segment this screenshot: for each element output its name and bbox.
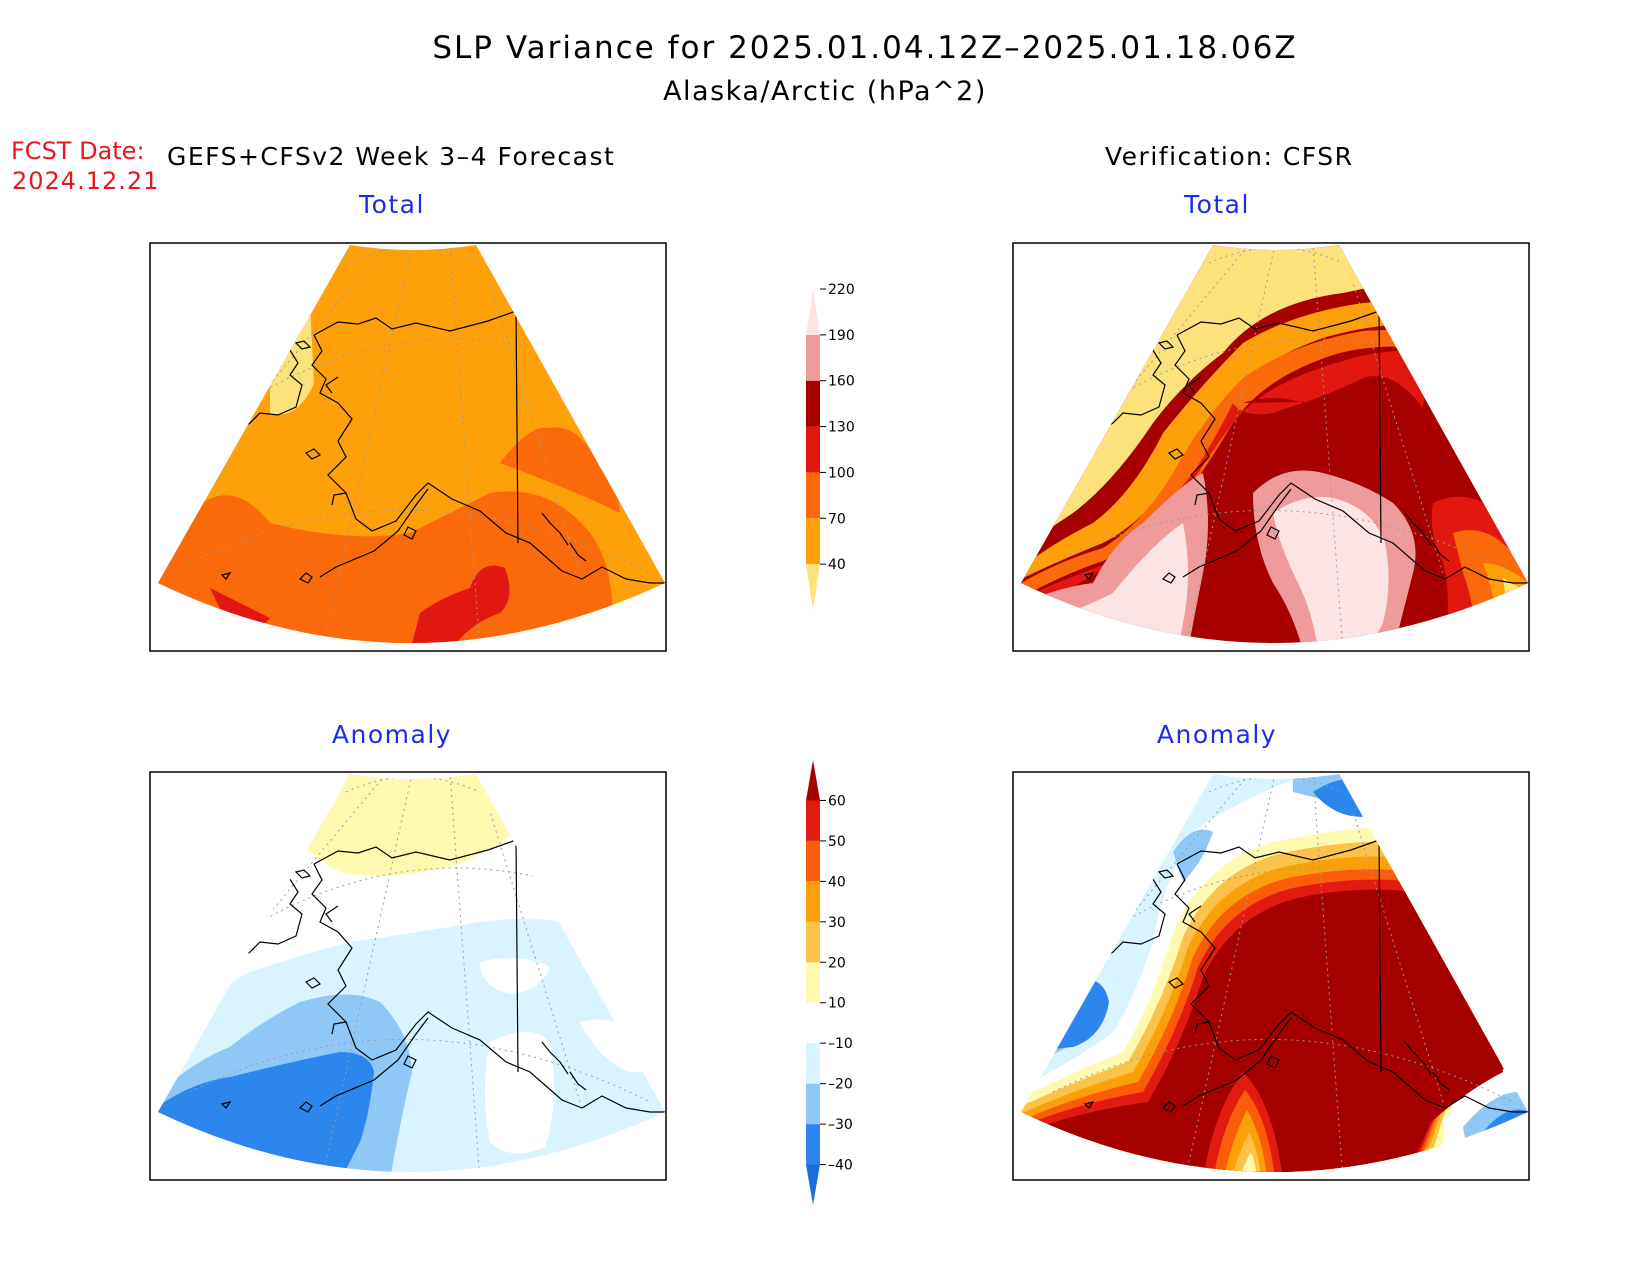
verification-total-title: Total <box>1184 190 1250 219</box>
colorbar-segment <box>806 1124 820 1165</box>
colorbar-segment <box>806 380 820 427</box>
colorbar-segment <box>806 881 820 922</box>
forecast-anomaly-title: Anomaly <box>331 720 453 749</box>
colorbar-segment <box>806 289 820 335</box>
fill-70-100 <box>1021 300 1443 583</box>
colorbar-segment <box>806 472 820 519</box>
fill-neutral <box>480 958 550 994</box>
fill-10-20 <box>1239 1152 1257 1172</box>
fill-neutral <box>485 1032 554 1154</box>
panel-frame <box>149 771 667 1181</box>
fill-100-130 <box>1021 329 1433 603</box>
colorbar-segment <box>806 962 820 1003</box>
colorbar-segment <box>806 334 820 381</box>
colorbar-tick-label: –40 <box>828 1158 853 1174</box>
panel-frame <box>149 242 667 652</box>
fill-220-plus <box>1273 497 1389 643</box>
colorbar-tick-label: 40 <box>828 557 846 573</box>
fcst-date-label: FCST Date: <box>11 137 145 165</box>
colorbar-tick-label: 20 <box>828 955 846 971</box>
colorbar-tick-label: –30 <box>828 1117 853 1133</box>
forecast-anomaly-panel <box>149 771 667 1181</box>
fill-130-160 <box>410 565 510 643</box>
fcst-date-value: 2024.12.21 <box>12 167 160 195</box>
fill-40-70 <box>1503 578 1528 643</box>
verification-anomaly-panel <box>1012 771 1530 1181</box>
colorbar-tick-label: 70 <box>828 511 846 527</box>
figure-subtitle: Alaska/Arctic (hPa^2) <box>663 76 987 107</box>
panel-frame <box>1012 242 1530 652</box>
colorbar-anomaly: –40 –30 –20 –10 10 20 30 40 50 60 <box>806 760 853 1205</box>
verification-total-panel <box>1012 242 1530 652</box>
colorbar-tick-label: 190 <box>828 328 855 344</box>
panel-frame <box>1012 771 1530 1181</box>
forecast-column-header: GEFS+CFSv2 Week 3–4 Forecast <box>167 142 616 171</box>
colorbar-segment <box>806 1164 820 1205</box>
colorbar-segment <box>806 564 820 610</box>
colorbar-segment <box>806 518 820 565</box>
fill-100-130 <box>500 427 620 513</box>
colorbar-segment <box>806 760 820 801</box>
colorbar-segment <box>806 1002 820 1044</box>
colorbar-total: 40 70 100 130 160 190 220 <box>806 282 855 610</box>
colorbar-tick-label: –20 <box>828 1077 853 1093</box>
colorbar-tick-label: 160 <box>828 374 855 390</box>
colorbar-tick-label: 10 <box>828 996 846 1012</box>
forecast-total-panel <box>149 242 667 652</box>
colorbar-tick-label: 100 <box>828 465 855 481</box>
colorbar-segment <box>806 1043 820 1084</box>
colorbar-tick-label: 220 <box>828 282 855 298</box>
colorbar-segment <box>806 840 820 882</box>
fill-160-190 <box>1243 376 1433 433</box>
colorbar-tick-label: 50 <box>828 834 846 850</box>
colorbar-segment <box>806 921 820 963</box>
colorbar-tick-label: 40 <box>828 874 846 890</box>
verification-column-header: Verification: CFSR <box>1105 142 1354 171</box>
colorbar-tick-label: 130 <box>828 420 855 436</box>
colorbar-tick-label: 30 <box>828 915 846 931</box>
colorbar-tick-label: –10 <box>828 1036 853 1052</box>
colorbar-tick-label: 60 <box>828 793 846 809</box>
forecast-total-title: Total <box>359 190 425 219</box>
figure-title: SLP Variance for 2025.01.04.12Z–2025.01.… <box>432 30 1298 66</box>
colorbar-segment <box>806 800 820 841</box>
colorbar-segment <box>806 1083 820 1125</box>
verification-anomaly-title: Anomaly <box>1156 720 1278 749</box>
colorbar-segment <box>806 426 820 473</box>
